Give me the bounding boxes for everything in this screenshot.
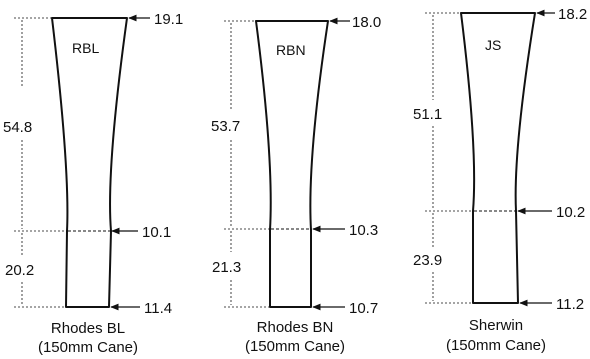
specimen-rbl: RBL 19.1 10.1 11.4 54.8 20.2 Rhodes BL (… — [3, 11, 183, 356]
bottom-width-value: 10.7 — [349, 300, 378, 317]
lower-length-value: 23.9 — [413, 252, 442, 269]
specimen-name: Sherwin — [469, 317, 523, 334]
top-width-value: 18.0 — [352, 14, 381, 31]
specimen-outline — [460, 12, 536, 304]
top-width-value: 19.1 — [154, 11, 183, 28]
upper-length-value: 53.7 — [211, 118, 240, 135]
specimen-name: Rhodes BL — [51, 320, 125, 337]
upper-length-value: 51.1 — [413, 106, 442, 123]
mid-width-value: 10.1 — [142, 224, 171, 241]
specimen-outline — [51, 17, 128, 308]
specimen-subtitle: (150mm Cane) — [446, 337, 546, 354]
bottom-width-value: 11.4 — [144, 300, 172, 317]
lower-length-value: 21.3 — [212, 259, 241, 276]
bottom-width-value: 11.2 — [556, 296, 584, 313]
lower-length-value: 20.2 — [5, 262, 34, 279]
specimen-outline — [255, 20, 329, 308]
upper-length-value: 54.8 — [3, 119, 32, 136]
specimen-name: Rhodes BN — [257, 319, 334, 336]
specimen-code: JS — [485, 37, 501, 53]
specimen-code: RBN — [276, 42, 306, 58]
specimen-rbn: RBN 18.0 10.3 10.7 53.7 21.3 Rhodes BN (… — [211, 14, 381, 355]
top-width-value: 18.2 — [558, 6, 587, 23]
specimen-code: RBL — [72, 40, 99, 56]
specimen-subtitle: (150mm Cane) — [245, 338, 345, 355]
mid-width-value: 10.2 — [556, 204, 585, 221]
specimen-js: JS 18.2 10.2 11.2 51.1 23.9 Sherwin (150… — [413, 6, 587, 354]
specimen-subtitle: (150mm Cane) — [38, 339, 138, 356]
mid-width-value: 10.3 — [349, 222, 378, 239]
